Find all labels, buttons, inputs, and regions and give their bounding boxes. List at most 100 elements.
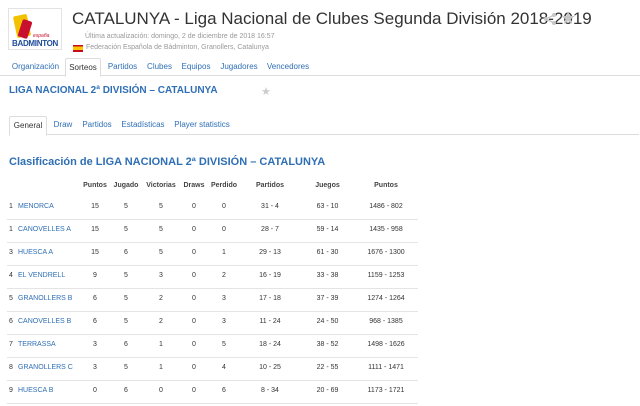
cell-juegos: 33 - 38 [316,272,339,279]
table-row: 6 CANOVELLES B 6 5 2 0 3 11 - 24 24 - 50 968 - 13… [7,312,418,335]
cell-draws: 0 [192,203,196,210]
col-header-victorias: Victorias [146,182,176,189]
cell-juegos: 22 - 55 [316,364,339,371]
tab-player-statistics[interactable]: Player statistics [174,120,230,129]
cell-jugado: 5 [124,364,128,371]
col-header-partidos: Partidos [255,182,284,189]
page-header: españa BADMINTON CATALUNYA - Liga Nacion… [0,0,640,58]
tab-general[interactable]: General [9,116,47,136]
federation-logo[interactable]: españa BADMINTON [8,8,62,50]
cell-juegos: 63 - 10 [316,203,339,210]
cell-jugado: 6 [124,341,128,348]
cell-jugado: 5 [124,226,128,233]
cell-partidos: 29 - 13 [259,249,281,256]
cell-draws: 0 [192,295,196,302]
section-title[interactable]: LIGA NACIONAL 2ª DIVISIÓN – CATALUNYA [9,85,218,96]
cell-rank: 5 [9,295,13,302]
cell-victorias: 5 [159,203,163,210]
cell-victorias: 3 [159,272,163,279]
cell-rank: 7 [9,341,13,348]
cell-draws: 0 [192,249,196,256]
cell-partidos: 31 - 4 [261,203,279,210]
team-link[interactable]: HUESCA B [18,387,54,394]
tab-draw[interactable]: Draw [53,120,73,129]
team-link[interactable]: GRANOLLERS B [18,295,73,302]
cell-partidos: 17 - 18 [259,295,281,302]
col-header-perdido: Perdido [210,182,238,189]
table-row: 7 TERRASSA 3 6 1 0 5 18 - 24 38 - 52 1498 - 1626 [7,335,418,358]
cell-partidos: 10 - 25 [259,364,281,371]
table-row: 4 EL VENDRELL 9 5 3 0 2 16 - 19 33 - 38 1159 - 12… [7,266,418,289]
cell-jugado: 6 [124,249,128,256]
cell-jugado: 5 [124,295,128,302]
classification-title: Clasificación de LIGA NACIONAL 2ª DIVISI… [9,156,326,168]
cell-puntos: 6 [93,295,97,302]
cell-partidos: 8 - 34 [261,387,279,394]
col-header-jugado: Jugado [113,182,139,189]
cell-perdido: 6 [222,387,226,394]
table-row: 1 CANOVELLES A 15 5 5 0 0 28 - 7 59 - 14 1435 - 9… [7,220,418,243]
tab-vencedores[interactable]: Vencedores [266,62,310,71]
cell-puntos: 0 [93,387,97,394]
cell-puntos-totales: 1486 - 802 [369,203,403,210]
cell-rank: 3 [9,249,13,256]
table-row: 3 HUESCA A 15 6 5 0 1 29 - 13 61 - 30 1676 - 1300 [7,243,418,266]
cell-rank: 9 [9,387,13,394]
cell-draws: 0 [192,364,196,371]
team-link[interactable]: EL VENDRELL [18,272,66,279]
cell-victorias: 1 [159,341,163,348]
tab-clubes[interactable]: Clubes [147,62,172,71]
section-star-icon[interactable]: ★ [261,86,271,98]
cell-puntos-totales: 1676 - 1300 [367,249,405,256]
cell-perdido: 4 [222,364,226,371]
spain-flag-icon [73,45,83,52]
cell-juegos: 38 - 52 [316,341,339,348]
team-link[interactable]: CANOVELLES A [18,226,71,233]
cell-rank: 8 [9,364,13,371]
cell-victorias: 5 [159,226,163,233]
cell-draws: 0 [192,341,196,348]
cell-perdido: 0 [222,226,226,233]
cell-puntos-totales: 1435 - 958 [369,226,403,233]
cell-rank: 1 [9,203,13,210]
tab-sorteos[interactable]: Sorteos [65,58,101,77]
tab-equipos[interactable]: Equipos [181,62,211,71]
team-link[interactable]: TERRASSA [18,341,56,348]
cell-puntos-totales: 1159 - 1253 [367,272,405,279]
cell-puntos-totales: 1173 - 1721 [367,387,405,394]
team-link[interactable]: CANOVELLES B [18,318,72,325]
cell-victorias: 5 [159,249,163,256]
tab-partidos[interactable]: Partidos [107,62,138,71]
cell-victorias: 2 [159,295,163,302]
table-row: 8 GRANOLLERS C 3 5 1 0 4 10 - 25 22 - 55 1111 - 1… [7,358,418,381]
share-icon[interactable] [543,12,557,26]
cell-victorias: 0 [159,387,163,394]
tab-organizacion[interactable]: Organización [11,62,60,71]
logo-small-text: españa [33,33,50,39]
col-header-draws: Draws [183,182,205,189]
team-link[interactable]: HUESCA A [18,249,54,256]
cell-perdido: 3 [222,295,226,302]
tab-estadisticas[interactable]: Estadísticas [121,120,165,129]
cell-partidos: 28 - 7 [261,226,279,233]
cell-rank: 6 [9,318,13,325]
team-link[interactable]: GRANOLLERS C [18,364,73,371]
sub-tabs: General Draw Partidos Estadísticas Playe… [9,116,639,136]
federation-text[interactable]: Federación Española de Bádminton, Granol… [86,44,269,51]
cell-perdido: 3 [222,318,226,325]
favorite-star-icon[interactable]: ★ [560,8,577,28]
table-row: 1 MENORCA 15 5 5 0 0 31 - 4 63 - 10 1486 - 802 [7,197,418,220]
tab-jugadores[interactable]: Jugadores [220,62,258,71]
tab-partidos-sub[interactable]: Partidos [82,120,112,129]
cell-draws: 0 [192,226,196,233]
col-header-juegos: Juegos [315,182,340,189]
cell-partidos: 11 - 24 [259,318,281,325]
team-link[interactable]: MENORCA [18,203,54,210]
last-updated-text: Última actualización: domingo, 2 de dici… [85,33,275,40]
cell-puntos-totales: 1111 - 1471 [368,364,404,371]
cell-puntos-totales: 1498 - 1626 [367,341,405,348]
cell-puntos: 15 [91,226,99,233]
page-title: CATALUNYA - Liga Nacional de Clubes Segu… [72,9,592,28]
cell-perdido: 1 [222,249,226,256]
cell-jugado: 5 [124,272,128,279]
